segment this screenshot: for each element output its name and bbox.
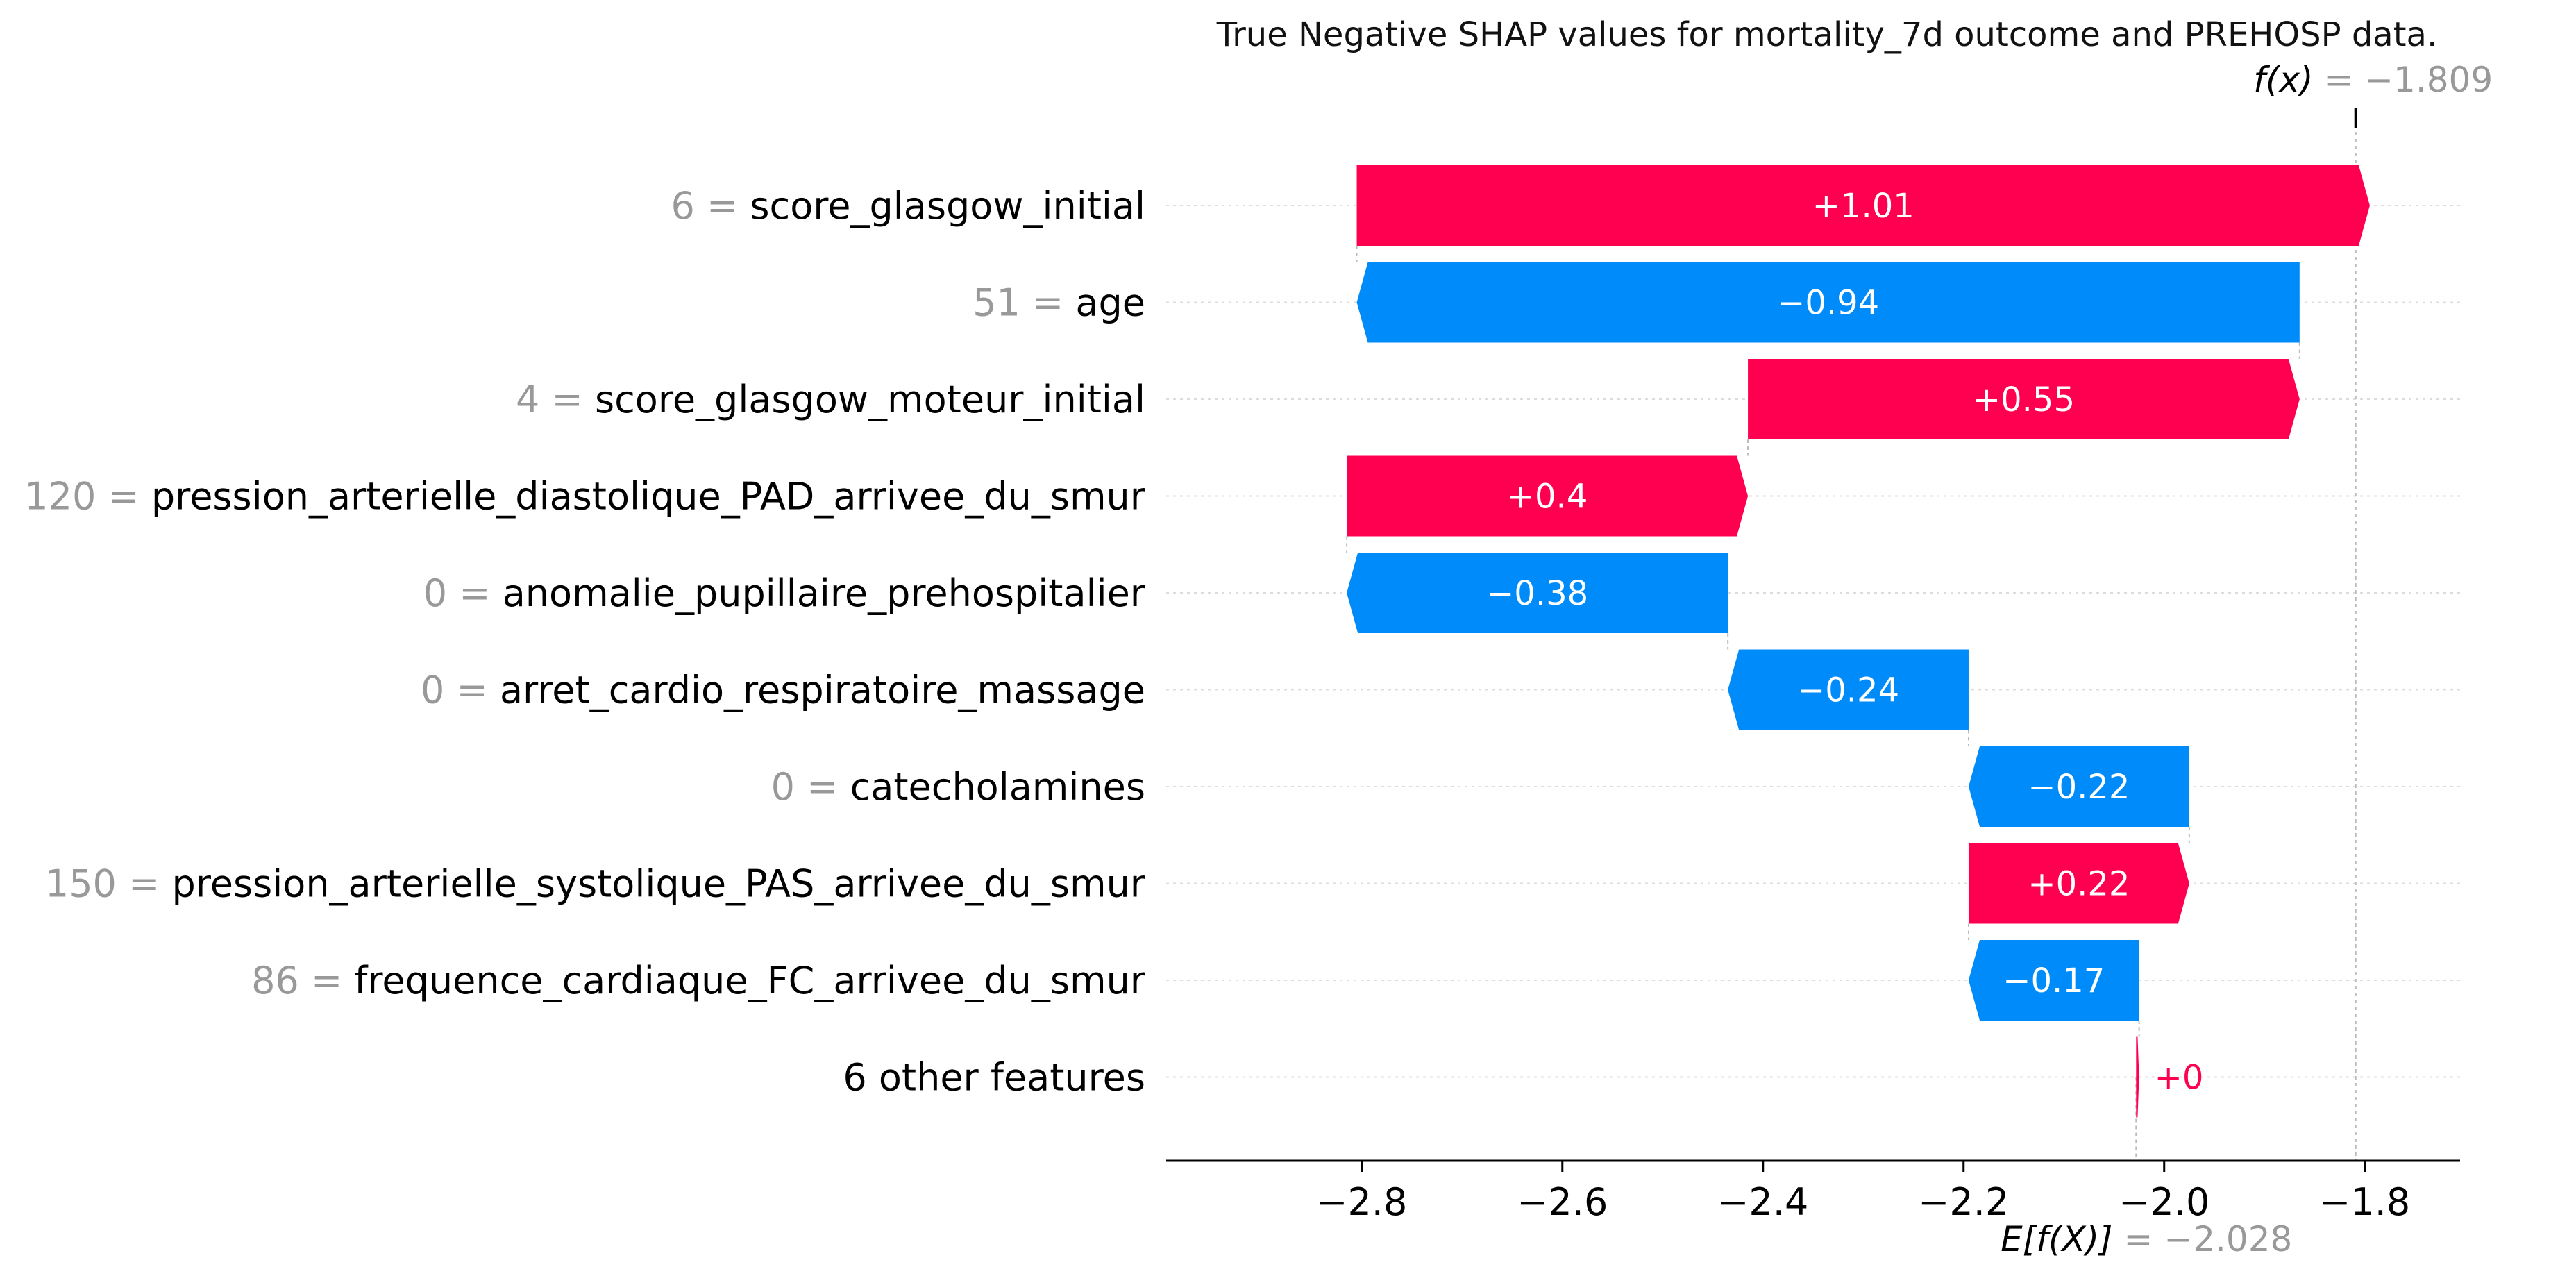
feature-value: 0 = — [421, 669, 500, 712]
shap-bar — [1748, 359, 2300, 439]
shap-bar — [1968, 843, 2189, 924]
feature-value: 4 = — [516, 378, 595, 421]
fx-annotation: f(x) = −1.809 — [2253, 60, 2493, 100]
shap-bar — [1356, 262, 2300, 343]
feature-name: age — [1075, 281, 1145, 325]
feature-name: pression_arterielle_diastolique_PAD_arri… — [151, 475, 1146, 519]
x-tick-label: −2.0 — [2119, 1180, 2209, 1224]
x-axis: −2.8 −2.6 −2.4 −2.2 −2.0 −1.8 — [1166, 1159, 2460, 1224]
shap-bar — [1728, 649, 1969, 730]
x-tick-label: −2.6 — [1517, 1180, 1608, 1224]
feature-value: 150 = — [45, 862, 172, 906]
bar-value-label: +1.01 — [1812, 187, 1914, 226]
base-label: E[f(X)] — [2001, 1219, 2123, 1259]
feature-value: 6 = — [671, 184, 750, 228]
feature-name: score_glasgow_moteur_initial — [595, 378, 1145, 421]
bar-value-label: −0.22 — [2028, 768, 2130, 807]
x-tick-label: −1.8 — [2319, 1180, 2410, 1224]
annotation-layer: f(x) = −1.809 E[f(X)] = −2.028 — [2001, 60, 2493, 1259]
feature-label: 0 = anomalie_pupillaire_prehospitalier — [423, 571, 1146, 615]
feature-name: catecholamines — [850, 765, 1145, 809]
fx-value: = −1.809 — [2324, 60, 2493, 100]
shap-bar — [1347, 455, 1749, 537]
feature-name: arret_cardio_respiratoire_massage — [500, 669, 1145, 712]
shap-bar — [1356, 165, 2370, 246]
bar-value-label: −0.24 — [1797, 671, 1899, 710]
bar-value-label: +0.4 — [1507, 478, 1588, 517]
feature-name: anomalie_pupillaire_prehospitalier — [503, 571, 1146, 615]
feature-label: 51 = age — [973, 281, 1145, 325]
x-tick-label: −2.8 — [1316, 1180, 1407, 1224]
x-tick-label: −2.2 — [1918, 1180, 2009, 1224]
bar-layer — [1347, 165, 2370, 1118]
bar-value-label: −0.94 — [1777, 284, 1879, 323]
feature-label: 0 = arret_cardio_respiratoire_massage — [421, 669, 1145, 712]
feature-label: 6 other features — [843, 1056, 1145, 1100]
shap-bar — [1968, 746, 2189, 827]
chart-title: True Negative SHAP values for mortality_… — [1216, 15, 2437, 54]
bar-value-label: −0.17 — [2003, 962, 2105, 1000]
feature-value: 0 = — [771, 765, 850, 809]
feature-label: 6 = score_glasgow_initial — [671, 184, 1145, 228]
bar-value-label: +0.55 — [1973, 380, 2075, 419]
feature-value: 0 = — [423, 571, 503, 615]
feature-name: pression_arterielle_systolique_PAS_arriv… — [172, 862, 1146, 906]
bar-value-label: +0 — [2155, 1059, 2204, 1098]
bar-value-label: −0.38 — [1486, 574, 1588, 613]
feature-value: 51 = — [973, 281, 1075, 325]
guide-layer — [1346, 111, 2357, 1161]
shap-bar — [1347, 553, 1728, 633]
shap-bar — [1968, 940, 2139, 1021]
feature-value: 86 = — [251, 959, 354, 1002]
label-layer: +1.01 6 = score_glasgow_initial −0.94 51 = … — [24, 184, 2203, 1100]
feature-label: 4 = score_glasgow_moteur_initial — [516, 378, 1145, 421]
base-value: = −2.028 — [2124, 1219, 2293, 1259]
feature-label: 86 = frequence_cardiaque_FC_arrivee_du_s… — [251, 959, 1146, 1002]
x-tick-label: −2.4 — [1717, 1180, 1808, 1224]
shap-bar — [2136, 1036, 2139, 1118]
bar-value-label: +0.22 — [2028, 865, 2130, 904]
base-annotation: E[f(X)] = −2.028 — [2001, 1219, 2292, 1259]
feature-name: 6 other features — [843, 1056, 1145, 1100]
feature-name: score_glasgow_initial — [750, 184, 1145, 228]
feature-label: 0 = catecholamines — [771, 765, 1145, 809]
feature-label: 120 = pression_arterielle_diastolique_PA… — [24, 475, 1146, 519]
fx-label: f(x) — [2253, 60, 2324, 100]
feature-label: 150 = pression_arterielle_systolique_PAS… — [45, 862, 1146, 906]
feature-value: 120 = — [24, 475, 151, 519]
feature-name: frequence_cardiaque_FC_arrivee_du_smur — [354, 959, 1145, 1002]
